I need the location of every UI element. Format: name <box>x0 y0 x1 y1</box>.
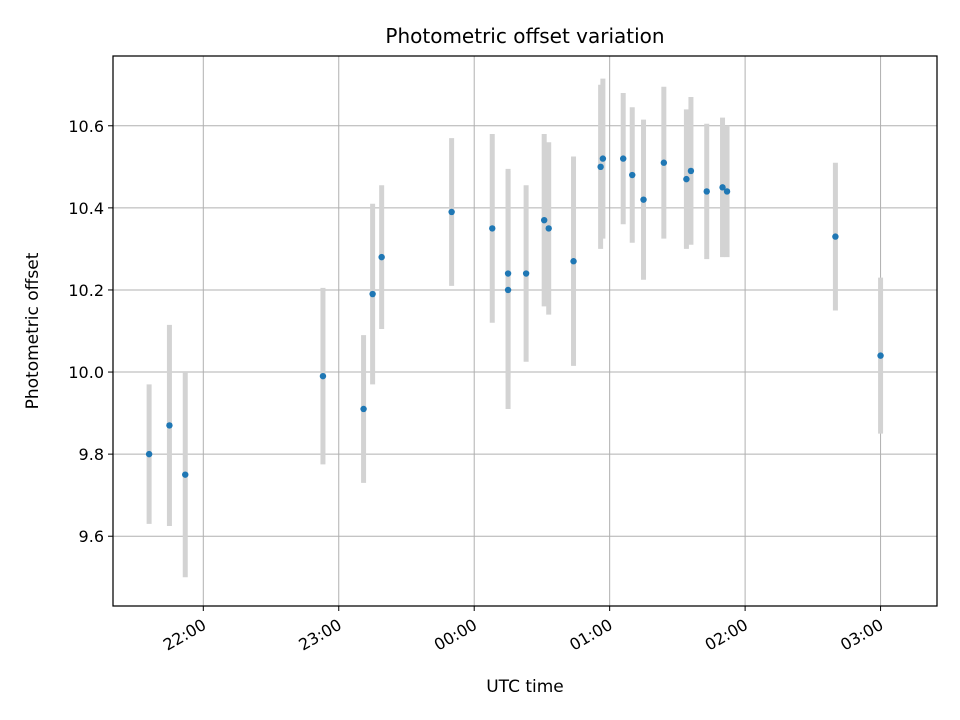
y-axis-ticks: 9.6 9.8 10.0 10.2 10.4 10.6 <box>68 117 113 546</box>
plot-frame <box>112 55 938 607</box>
data-point <box>703 188 710 195</box>
x-axis-title: UTC time <box>486 677 564 697</box>
data-point <box>620 155 627 162</box>
data-point <box>640 196 647 203</box>
data-point <box>687 167 695 175</box>
y-tick-label: 9.6 <box>79 527 104 546</box>
data-point <box>629 171 636 179</box>
y-tick-label: 10.6 <box>68 117 104 136</box>
data-point <box>545 225 552 232</box>
chart-title: Photometric offset variation <box>385 24 664 48</box>
data-point <box>570 258 577 265</box>
y-tick-label: 10.2 <box>68 281 104 300</box>
data-point <box>504 270 512 277</box>
data-point <box>723 188 731 195</box>
data-point <box>489 225 496 232</box>
data-point <box>832 233 839 240</box>
data-point <box>182 471 189 478</box>
data-point <box>448 208 455 216</box>
data-point <box>683 175 690 183</box>
data-point <box>166 422 173 429</box>
data-point <box>369 290 376 298</box>
data-point <box>504 286 512 294</box>
data-point <box>522 270 530 277</box>
data-point <box>719 184 726 191</box>
data-point <box>145 450 153 458</box>
y-axis-title: Photometric offset <box>23 252 43 409</box>
data-point <box>877 352 884 359</box>
data-points <box>145 155 884 478</box>
data-point <box>540 216 548 224</box>
data-point <box>660 159 668 166</box>
y-tick-label: 10.4 <box>68 199 104 218</box>
data-point <box>319 372 327 380</box>
data-point <box>360 405 367 413</box>
data-point <box>597 163 604 171</box>
y-tick-label: 10.0 <box>68 363 104 382</box>
data-point <box>599 155 607 162</box>
y-tick-label: 9.8 <box>79 445 104 464</box>
data-point <box>378 253 385 261</box>
